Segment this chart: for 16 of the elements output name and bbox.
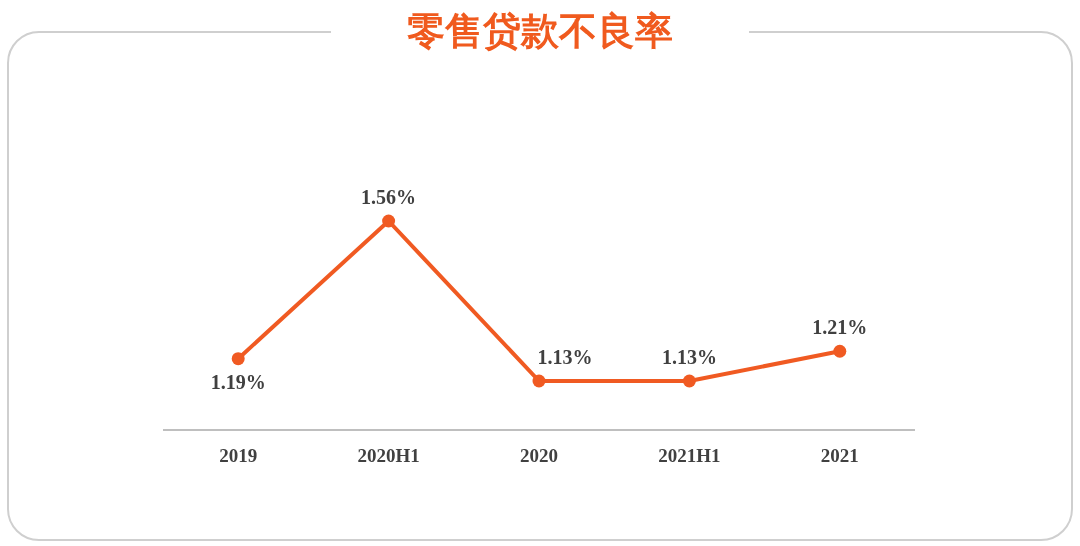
x-tick-label: 2019 (219, 445, 258, 466)
point (382, 214, 396, 228)
point (231, 352, 245, 366)
point (833, 344, 847, 358)
data-label: 1.56% (361, 186, 417, 208)
point (682, 374, 696, 388)
chart-title: 零售贷款不良率 (407, 9, 673, 53)
x-tick-label: 2020H1 (357, 445, 420, 466)
x-tick-label: 2021 (820, 445, 859, 466)
point (532, 374, 546, 388)
data-label: 1.13% (537, 346, 593, 368)
data-label: 1.21% (812, 316, 868, 339)
data-label: 1.13% (661, 346, 717, 368)
data-label: 1.19% (210, 370, 266, 393)
x-tick-label: 2020 (520, 445, 558, 466)
x-tick-label: 2021H1 (658, 445, 721, 466)
